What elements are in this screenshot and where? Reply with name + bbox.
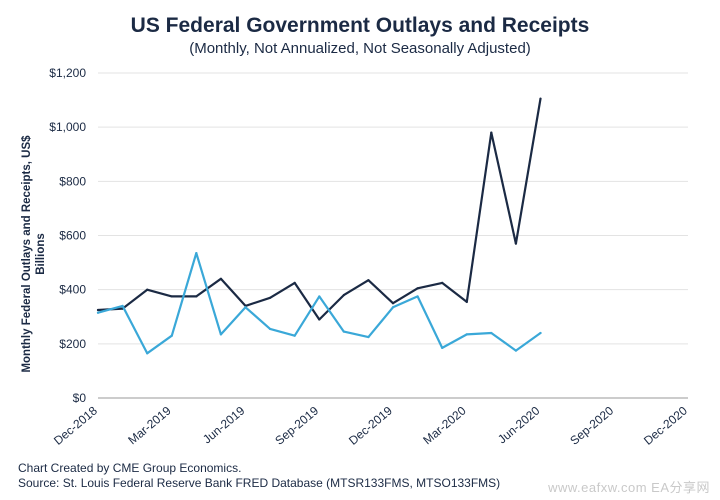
y-tick-label: $800 [59, 174, 86, 188]
y-tick-label: $200 [59, 337, 86, 351]
x-tick-label: Dec-2019 [346, 403, 395, 447]
chart-credit: Chart Created by CME Group Economics. [18, 461, 242, 475]
receipts-data-point [268, 327, 272, 331]
chart-subtitle: (Monthly, Not Annualized, Not Seasonally… [189, 40, 531, 57]
x-tick-label: Dec-2018 [51, 403, 100, 447]
receipts-data-point [96, 311, 100, 314]
x-tick-label: Dec-2020 [641, 403, 690, 447]
outlays-data-point [146, 288, 149, 291]
receipts-data-point [293, 334, 296, 337]
line-chart: $0 $200 $400 $600 $800 $1,000 $1,200 Dec-2018 Ma… [49, 66, 690, 448]
receipts-data-point [219, 333, 223, 336]
receipts-data-point [170, 334, 173, 337]
receipts-data-point [391, 306, 395, 309]
outlays-data-point [465, 300, 468, 303]
outlays-data-point [514, 242, 518, 245]
outlays-data-point [391, 302, 395, 305]
receipts-data-point [514, 349, 518, 352]
receipts-data-point [244, 306, 247, 309]
outlays-data-point [342, 293, 345, 297]
outlays-series-line [96, 97, 542, 321]
outlays-data-point [219, 277, 223, 280]
receipts-data-point [318, 295, 321, 298]
y-tick-label: $400 [59, 283, 86, 297]
receipts-data-point [465, 333, 468, 336]
y-tick-label: $1,000 [49, 120, 86, 134]
outlays-data-point [318, 318, 321, 321]
watermark: www.eafxw.com EA分享网 [548, 480, 710, 495]
receipts-data-point [121, 304, 124, 308]
x-tick-label: Mar-2020 [420, 403, 469, 447]
outlays-data-point [170, 295, 173, 298]
outlays-data-point [416, 287, 419, 290]
receipts-data-point [342, 330, 345, 333]
y-tick-label: $0 [73, 391, 87, 405]
y-tick-label: $1,200 [49, 66, 86, 80]
receipts-data-point [416, 295, 419, 298]
receipts-data-point [195, 252, 198, 255]
x-tick-label: Jun-2019 [200, 403, 248, 446]
x-tick-label: Sep-2019 [272, 403, 321, 447]
outlays-data-point [490, 131, 493, 134]
receipts-data-point [490, 331, 493, 335]
outlays-data-point [293, 281, 296, 284]
receipts-series-line [96, 252, 542, 355]
outlays-data-point [539, 97, 542, 100]
x-tick-label: Sep-2020 [567, 403, 616, 447]
receipts-data-point [441, 346, 444, 349]
outlays-data-point [441, 281, 444, 284]
chart-source: Source: St. Louis Federal Reserve Bank F… [18, 476, 501, 490]
outlays-data-point [96, 308, 100, 312]
receipts-data-point [539, 331, 542, 335]
receipts-data-point [367, 335, 370, 339]
receipts-data-point [146, 352, 149, 355]
outlays-data-point [268, 296, 272, 299]
outlays-data-point [195, 295, 198, 298]
x-tick-label: Jun-2020 [495, 403, 543, 446]
chart-title: US Federal Government Outlays and Receip… [130, 14, 590, 37]
x-tick-label: Mar-2019 [125, 403, 174, 447]
outlays-data-point [367, 279, 370, 282]
y-tick-label: $600 [59, 229, 86, 243]
